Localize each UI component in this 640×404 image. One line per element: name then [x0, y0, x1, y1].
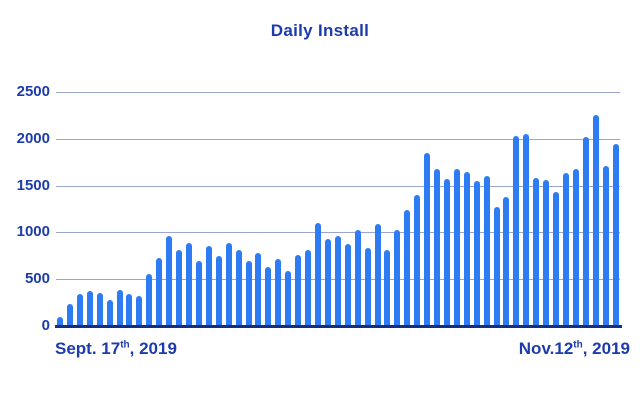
bar — [592, 115, 599, 326]
bar — [384, 249, 391, 326]
bar — [493, 206, 500, 326]
x-axis-start-label: Sept. 17th, 2019 — [55, 339, 177, 359]
bar — [503, 196, 510, 326]
bar — [136, 295, 143, 326]
bar — [602, 165, 609, 326]
y-tick-label: 2500 — [16, 83, 50, 100]
bar — [185, 243, 192, 326]
bar — [434, 168, 441, 326]
bar — [66, 304, 73, 326]
gridline — [56, 138, 620, 140]
bar — [86, 291, 93, 326]
bar — [453, 168, 460, 326]
bar — [443, 178, 450, 326]
bar — [543, 180, 550, 326]
bar — [354, 230, 361, 326]
bar — [265, 266, 272, 326]
bar — [76, 294, 83, 326]
bar — [364, 248, 371, 326]
bar — [414, 194, 421, 326]
bar — [553, 192, 560, 326]
bar — [57, 317, 63, 326]
bar — [96, 293, 103, 326]
chart-title: Daily Install — [270, 21, 370, 40]
bar — [424, 152, 431, 326]
bar — [314, 223, 321, 326]
gridline — [56, 92, 620, 93]
bar — [572, 168, 579, 326]
bar — [473, 180, 480, 326]
bar — [612, 144, 619, 326]
bar — [245, 261, 252, 326]
bar — [344, 243, 351, 326]
bar — [463, 172, 470, 326]
bar — [563, 173, 570, 326]
x-axis-line — [55, 325, 622, 328]
bar — [404, 209, 411, 326]
y-tick-label: 1500 — [16, 176, 50, 194]
bar — [255, 253, 262, 326]
bar — [305, 250, 312, 326]
x-start-rest: , 2019 — [129, 339, 177, 358]
bar — [275, 258, 282, 326]
x-start-text: Sept. 17 — [55, 339, 121, 358]
bar — [523, 134, 530, 326]
bar — [374, 224, 381, 326]
bar — [285, 270, 292, 326]
bar — [195, 261, 202, 326]
x-start-superscript: th — [120, 339, 130, 351]
y-tick-label: 2000 — [16, 129, 50, 147]
gridline — [56, 185, 620, 187]
bar — [225, 243, 232, 326]
y-tick-label: 500 — [24, 270, 50, 288]
bar — [176, 250, 183, 326]
x-end-text: Nov.12 — [518, 339, 574, 358]
bar — [205, 246, 212, 326]
bar — [533, 178, 540, 326]
bar — [483, 176, 490, 326]
bar — [582, 136, 589, 326]
bar — [156, 258, 163, 326]
bar — [324, 238, 331, 326]
bar — [394, 230, 401, 326]
bar — [126, 294, 133, 326]
bar — [116, 289, 123, 326]
bar-series — [57, 92, 619, 326]
plot-area — [57, 92, 619, 326]
bar — [106, 299, 113, 326]
bar — [334, 235, 341, 326]
x-axis-end-label: Nov.12th, 2019 — [519, 339, 630, 359]
bar — [513, 136, 520, 326]
bar — [295, 254, 302, 326]
bar — [235, 249, 242, 326]
x-end-rest: , 2019 — [582, 339, 630, 358]
gridline — [56, 232, 620, 234]
bar — [215, 255, 222, 326]
y-tick-label: 0 — [41, 317, 50, 334]
y-tick-label: 1000 — [16, 223, 50, 241]
bar — [146, 273, 153, 326]
bar — [166, 235, 173, 326]
x-end-superscript: th — [573, 339, 583, 351]
